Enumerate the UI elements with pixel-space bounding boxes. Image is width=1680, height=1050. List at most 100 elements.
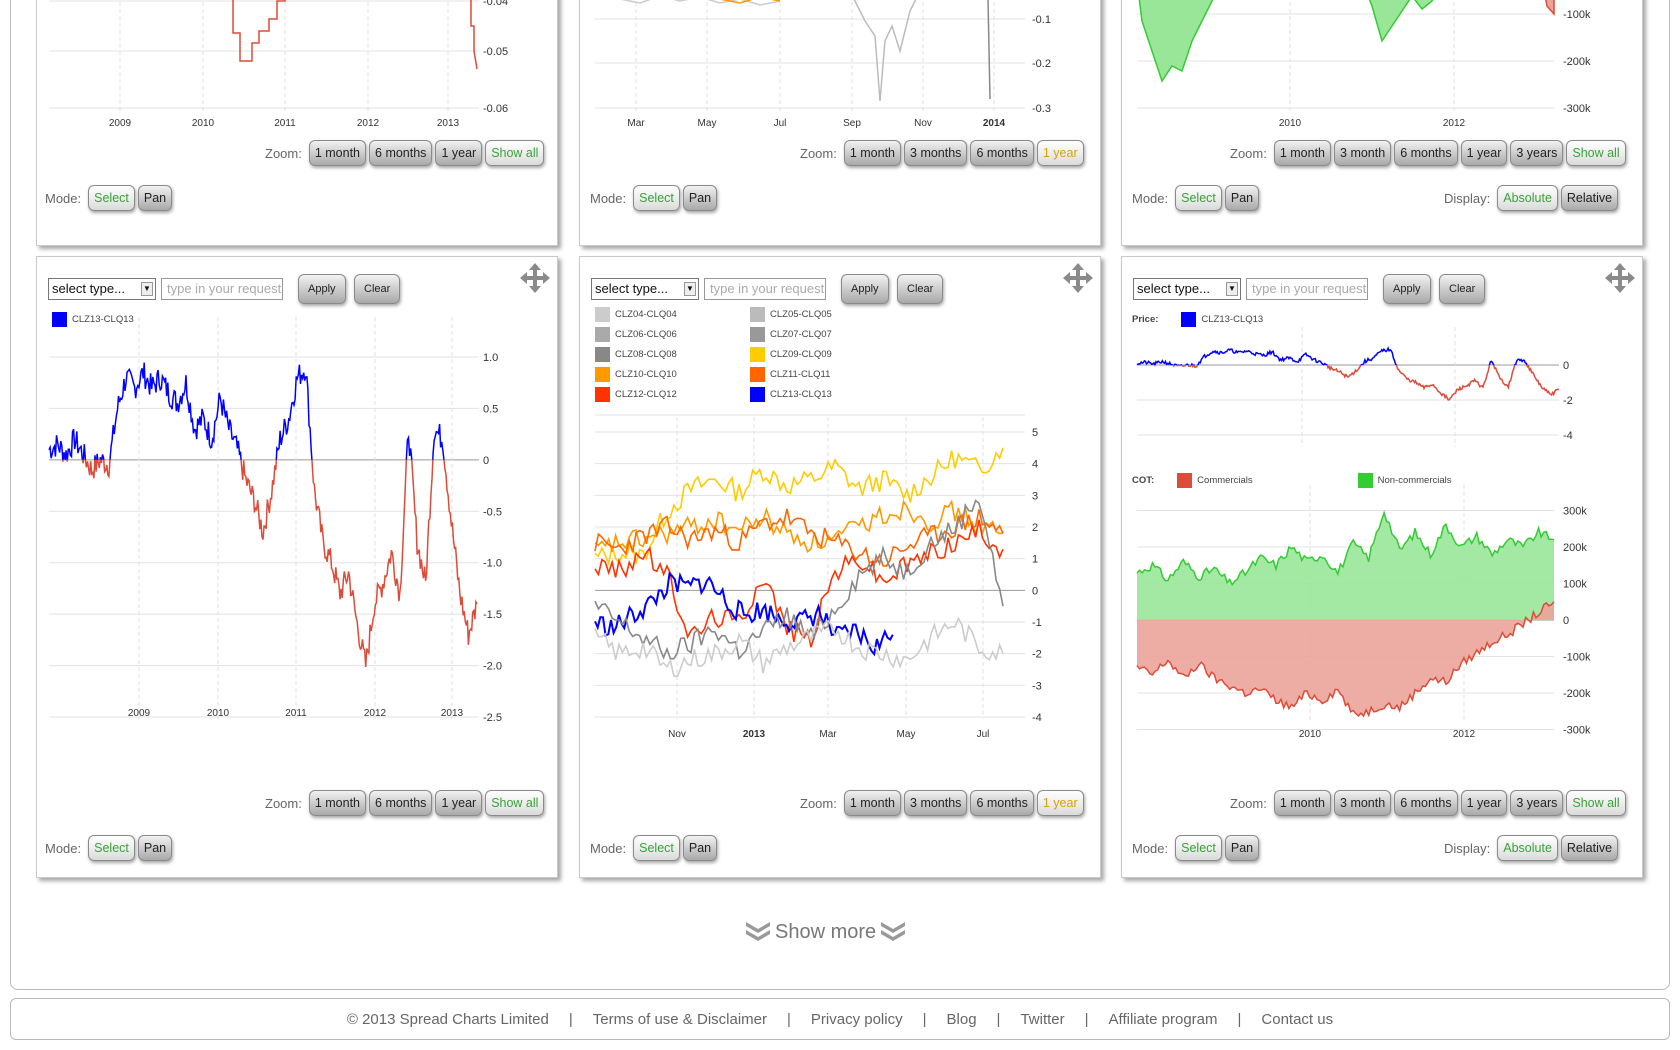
legend-swatch xyxy=(595,327,610,342)
blog-link[interactable]: Blog xyxy=(946,1010,977,1028)
mode-select-button[interactable]: Select xyxy=(88,185,135,211)
mode-pan-button[interactable]: Pan xyxy=(1224,835,1260,861)
legend-label: CLZ05-CLQ05 xyxy=(770,309,832,320)
zoom-1-month-button[interactable]: 1 month xyxy=(843,790,902,816)
zoom-6-months-button[interactable]: 6 months xyxy=(1394,140,1458,166)
zoom-show-all-button[interactable]: Show all xyxy=(485,140,545,166)
zoom-6-months-button[interactable]: 6 months xyxy=(970,140,1034,166)
legend-item[interactable]: CLZ13-CLQ13 xyxy=(750,387,832,402)
zoom-1-month-button[interactable]: 1 month xyxy=(1273,790,1332,816)
zoom-6-months-button[interactable]: 6 months xyxy=(970,790,1034,816)
mode-pan-button[interactable]: Pan xyxy=(137,185,173,211)
x-tick-label: 2012 xyxy=(357,118,380,129)
zoom-3-month-button[interactable]: 3 month xyxy=(1334,140,1392,166)
terms-link[interactable]: Terms of use & Disclaimer xyxy=(592,1010,767,1028)
zoom-3-years-button[interactable]: 3 years xyxy=(1510,790,1564,816)
legend-swatch xyxy=(1177,473,1193,488)
legend-item[interactable]: CLZ13-CLQ13 xyxy=(52,312,134,327)
zoom-show-all-button[interactable]: Show all xyxy=(1566,140,1626,166)
zoom-1-month-button[interactable]: 1 month xyxy=(308,790,367,816)
zoom-show-all-button[interactable]: Show all xyxy=(1566,790,1626,816)
mode-select-button[interactable]: Select xyxy=(88,835,135,861)
zoom-1-year-button[interactable]: 1 year xyxy=(435,790,483,816)
display-relative-button[interactable]: Relative xyxy=(1560,185,1619,211)
mode-pan-button[interactable]: Pan xyxy=(1224,185,1260,211)
mode-pan-button[interactable]: Pan xyxy=(137,835,173,861)
legend-label[interactable]: Non-commercials xyxy=(1377,475,1452,486)
zoom-3-months-button[interactable]: 3 months xyxy=(904,790,968,816)
price-label: Price: xyxy=(1132,314,1159,325)
legend-item[interactable]: CLZ05-CLQ05 xyxy=(750,307,832,322)
display-bar: Display: Absolute Relative xyxy=(1444,835,1619,861)
zoom-1-year-button[interactable]: 1 year xyxy=(1036,140,1084,166)
legend-item[interactable]: CLZ06-CLQ06 xyxy=(595,327,677,342)
spread-chart-left[interactable]: 1.0 0.5 0 -0.5 -1.0 -1.5 -2.0 -2.5 2009 2010 2011 2… xyxy=(37,257,559,879)
mode-select-button[interactable]: Select xyxy=(633,835,680,861)
zoom-6-months-button[interactable]: 6 months xyxy=(369,140,433,166)
legend-item[interactable]: CLZ11-CLQ11 xyxy=(750,367,830,382)
apply-button[interactable]: Apply xyxy=(298,274,346,304)
zoom-3-years-button[interactable]: 3 years xyxy=(1510,140,1564,166)
legend-label[interactable]: CLZ13-CLQ13 xyxy=(1201,314,1264,325)
zoom-1-year-button[interactable]: 1 year xyxy=(1036,790,1084,816)
y-tick-label: -0.2 xyxy=(1032,58,1051,70)
price-cot-chart[interactable]: 0 -2 -4 300k 200k 100k 0 -100k -200k -300k 2010 201… xyxy=(1122,257,1644,879)
zoom-6-months-button[interactable]: 6 months xyxy=(369,790,433,816)
top-right-panel: -100k -200k -300k 2010 2012 Zoom: 1 month 3 … xyxy=(1121,0,1643,246)
top-mid-chart[interactable]: -0.1 -0.2 -0.3 Mar May Jul Sep Nov 2014 xyxy=(580,0,1102,247)
apply-button[interactable]: Apply xyxy=(841,274,889,304)
zoom-bar: Zoom: 1 month 6 months 1 year Show all xyxy=(265,140,545,166)
legend-item[interactable]: CLZ12-CLQ12 xyxy=(595,387,677,402)
separator: | xyxy=(922,1010,927,1028)
display-relative-button[interactable]: Relative xyxy=(1560,835,1619,861)
mode-select-button[interactable]: Select xyxy=(1175,185,1222,211)
mode-select-button[interactable]: Select xyxy=(633,185,680,211)
apply-button[interactable]: Apply xyxy=(1383,274,1431,304)
zoom-3-months-button[interactable]: 3 months xyxy=(904,140,968,166)
y-tick-label: -4 xyxy=(1032,712,1042,724)
twitter-link[interactable]: Twitter xyxy=(1020,1010,1065,1028)
legend-item[interactable]: CLZ04-CLQ04 xyxy=(595,307,677,322)
show-more-link[interactable]: Show more xyxy=(745,920,906,944)
mode-pan-button[interactable]: Pan xyxy=(682,185,718,211)
clear-button[interactable]: Clear xyxy=(897,274,944,304)
top-left-chart[interactable]: -0.04 -0.05 -0.06 2009 2010 2011 2012 2013 xyxy=(37,0,559,247)
zoom-1-month-button[interactable]: 1 month xyxy=(308,140,367,166)
zoom-1-year-button[interactable]: 1 year xyxy=(435,140,483,166)
move-icon[interactable] xyxy=(1603,261,1637,295)
mode-select-button[interactable]: Select xyxy=(1175,835,1222,861)
affiliate-link[interactable]: Affiliate program xyxy=(1108,1010,1218,1028)
zoom-3-month-button[interactable]: 3 month xyxy=(1334,790,1392,816)
request-input[interactable]: type in your request xyxy=(704,278,826,300)
clear-button[interactable]: Clear xyxy=(354,274,401,304)
spread-chart-middle[interactable]: 5 4 3 2 1 0 -1 -2 -3 -4 Nov 2013 Mar May Jul xyxy=(580,257,1102,879)
zoom-1-month-button[interactable]: 1 month xyxy=(843,140,902,166)
request-input[interactable]: type in your request xyxy=(1246,278,1368,300)
y-tick-label: -2.0 xyxy=(483,661,502,673)
legend-label[interactable]: Commercials xyxy=(1197,475,1253,486)
privacy-link[interactable]: Privacy policy xyxy=(810,1010,903,1028)
zoom-1-month-button[interactable]: 1 month xyxy=(1273,140,1332,166)
select-type-dropdown[interactable]: select type... ▼ xyxy=(48,278,156,300)
legend-item[interactable]: CLZ08-CLQ08 xyxy=(595,347,677,362)
legend-item[interactable]: CLZ09-CLQ09 xyxy=(750,347,832,362)
zoom-6-months-button[interactable]: 6 months xyxy=(1394,790,1458,816)
contact-link[interactable]: Contact us xyxy=(1261,1010,1334,1028)
select-type-dropdown[interactable]: select type... ▼ xyxy=(591,278,699,300)
zoom-show-all-button[interactable]: Show all xyxy=(485,790,545,816)
zoom-1-year-button[interactable]: 1 year xyxy=(1460,140,1508,166)
select-type-dropdown[interactable]: select type... ▼ xyxy=(1133,278,1241,300)
request-input[interactable]: type in your request xyxy=(161,278,283,300)
zoom-1-year-button[interactable]: 1 year xyxy=(1460,790,1508,816)
move-icon[interactable] xyxy=(1061,261,1095,295)
display-absolute-button[interactable]: Absolute xyxy=(1497,835,1558,861)
clear-button[interactable]: Clear xyxy=(1439,274,1486,304)
top-right-chart[interactable]: -100k -200k -300k 2010 2012 xyxy=(1122,0,1644,247)
zoom-label: Zoom: xyxy=(1230,145,1267,161)
display-absolute-button[interactable]: Absolute xyxy=(1497,185,1558,211)
move-icon[interactable] xyxy=(518,261,552,295)
legend-item[interactable]: CLZ07-CLQ07 xyxy=(750,327,832,342)
legend-item[interactable]: CLZ10-CLQ10 xyxy=(595,367,677,382)
mode-pan-button[interactable]: Pan xyxy=(682,835,718,861)
x-tick-label: 2011 xyxy=(285,708,307,719)
